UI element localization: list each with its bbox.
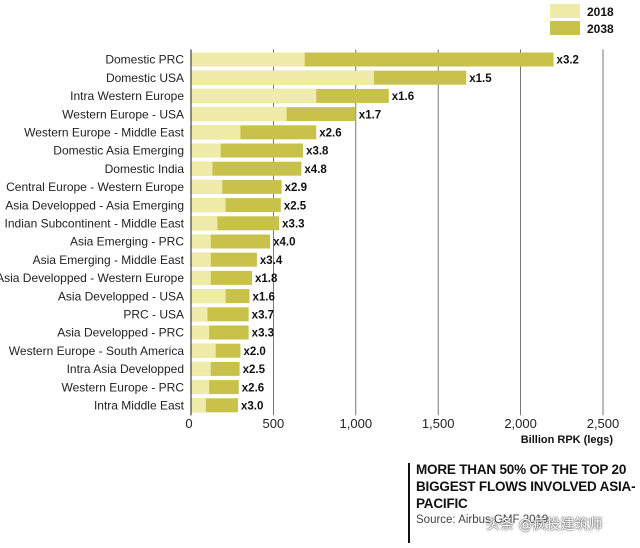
category-label: Indian Subcontinent - Middle East bbox=[5, 217, 185, 231]
bar-2018 bbox=[191, 179, 223, 194]
bar-2038 bbox=[191, 161, 302, 176]
bar-2018 bbox=[191, 380, 210, 395]
legend-swatch-2018 bbox=[550, 4, 580, 18]
callout-source: Source: Airbus GMF 2019 bbox=[416, 514, 549, 526]
category-label: Asia Emerging - PRC bbox=[70, 235, 184, 249]
category-label: Domestic Asia Emerging bbox=[53, 144, 184, 158]
bar-2018 bbox=[191, 161, 213, 176]
callout-title: MORE THAN 50% OF THE TOP 20 BIGGEST FLOW… bbox=[416, 462, 636, 511]
category-label: Western Europe - PRC bbox=[62, 380, 185, 394]
bar-2018 bbox=[191, 252, 211, 267]
bar-2018 bbox=[191, 70, 374, 85]
category-label: Western Europe - USA bbox=[62, 107, 184, 121]
category-label: PRC - USA bbox=[123, 308, 184, 322]
category-label: Domestic USA bbox=[106, 71, 184, 85]
growth-label: x3.7 bbox=[252, 310, 274, 322]
growth-label: x1.8 bbox=[255, 273, 278, 285]
bar-2018 bbox=[191, 234, 211, 249]
category-label: Intra Middle East bbox=[94, 399, 185, 413]
category-label: Intra Asia Developped bbox=[67, 362, 184, 376]
growth-label: x1.7 bbox=[359, 109, 381, 121]
bar-2018 bbox=[191, 143, 221, 158]
x-tick-label: 0 bbox=[185, 416, 192, 431]
x-axis-title: Billion RPK (legs) bbox=[521, 434, 614, 446]
category-label: Asia Developped - PRC bbox=[57, 326, 184, 340]
category-label: Asia Emerging - Middle East bbox=[33, 253, 185, 267]
growth-label: x1.5 bbox=[469, 73, 492, 85]
growth-label: x1.6 bbox=[392, 91, 414, 103]
category-label: Central Europe - Western Europe bbox=[6, 180, 184, 194]
x-tick-label: 1,500 bbox=[422, 416, 455, 431]
x-tick-label: 1,000 bbox=[340, 416, 373, 431]
legend-label-2018: 2018 bbox=[587, 5, 614, 19]
watermark: 头条 @疯投建筑师 bbox=[486, 517, 603, 533]
bar-2018 bbox=[191, 289, 226, 304]
growth-label: x2.5 bbox=[243, 364, 266, 376]
growth-label: x2.5 bbox=[284, 200, 307, 212]
growth-label: x2.6 bbox=[319, 128, 341, 140]
category-label: Intra Western Europe bbox=[70, 89, 184, 103]
growth-label: x3.0 bbox=[241, 401, 263, 413]
x-tick-label: 2,000 bbox=[504, 416, 537, 431]
growth-label: x3.3 bbox=[252, 328, 274, 340]
growth-label: x2.0 bbox=[243, 346, 265, 358]
category-label: Asia Developped - USA bbox=[58, 289, 184, 303]
x-tick-label: 500 bbox=[263, 416, 285, 431]
bar-2018 bbox=[191, 325, 210, 340]
growth-label: x2.9 bbox=[285, 182, 307, 194]
growth-label: x3.2 bbox=[557, 55, 579, 67]
growth-label: x3.3 bbox=[282, 219, 304, 231]
category-label: Western Europe - Middle East bbox=[24, 126, 185, 140]
callout-rule bbox=[408, 463, 410, 543]
bar-2018 bbox=[191, 107, 287, 122]
bar-2018 bbox=[191, 216, 218, 231]
growth-label: x1.6 bbox=[253, 291, 275, 303]
growth-label: x3.4 bbox=[260, 255, 283, 267]
category-label: Asia Developped - Western Europe bbox=[0, 271, 184, 285]
bar-2018 bbox=[191, 307, 208, 322]
bar-2018 bbox=[191, 398, 206, 413]
legend-label-2038: 2038 bbox=[587, 22, 614, 36]
category-label: Asia Developped - Asia Emerging bbox=[5, 198, 184, 212]
category-label: Domestic PRC bbox=[105, 53, 184, 67]
growth-label: x2.6 bbox=[242, 382, 264, 394]
bar-2018 bbox=[191, 88, 317, 103]
x-tick-label: 2,500 bbox=[587, 416, 620, 431]
bar-2018 bbox=[191, 52, 305, 67]
legend-swatch-2038 bbox=[550, 21, 580, 35]
bar-2018 bbox=[191, 270, 211, 285]
growth-label: x3.8 bbox=[306, 146, 329, 158]
bar-2018 bbox=[191, 343, 216, 358]
bar-2018 bbox=[191, 361, 211, 376]
growth-label: x4.8 bbox=[304, 164, 327, 176]
category-label: Western Europe - South America bbox=[9, 344, 185, 358]
bar-2018 bbox=[191, 125, 241, 140]
growth-label: x4.0 bbox=[273, 237, 295, 249]
bar-2018 bbox=[191, 198, 226, 213]
callout: MORE THAN 50% OF THE TOP 20 BIGGEST FLOW… bbox=[408, 461, 636, 543]
category-label: Domestic India bbox=[105, 162, 185, 176]
